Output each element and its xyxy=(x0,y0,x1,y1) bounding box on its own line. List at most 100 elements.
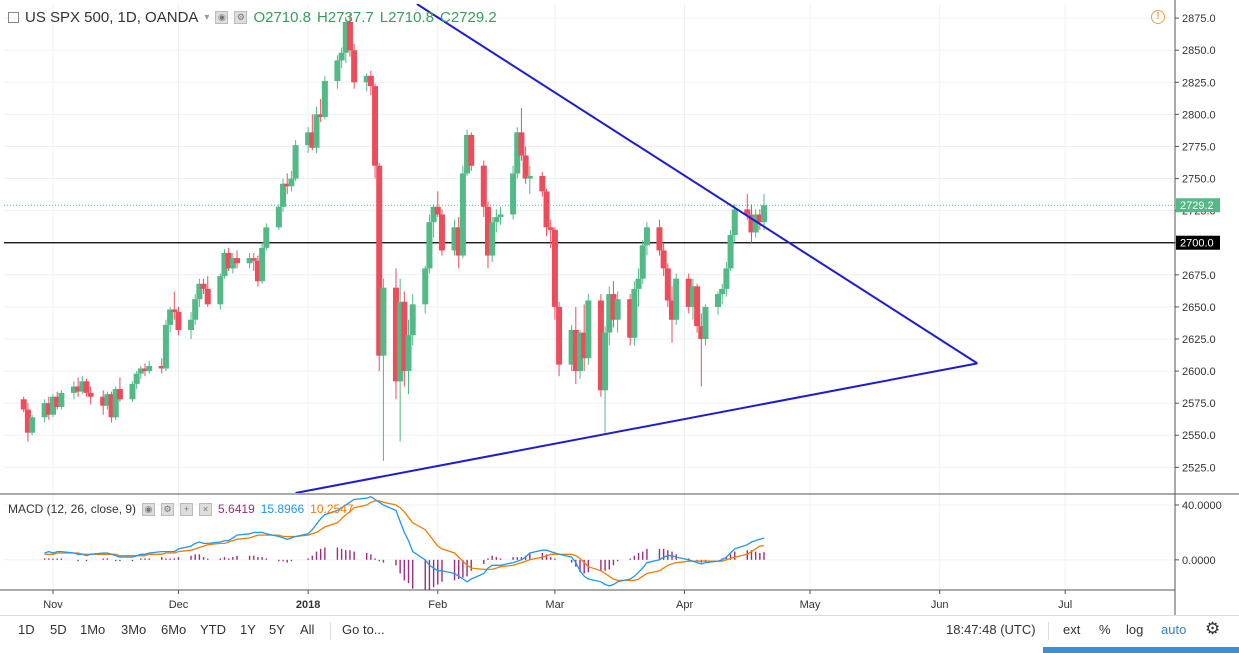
candle xyxy=(727,229,734,271)
macd-tick-label: 0.0000 xyxy=(1182,555,1216,567)
price-tick-label: 2875.0 xyxy=(1182,13,1216,25)
candle xyxy=(75,377,82,397)
candle xyxy=(321,75,328,120)
candle xyxy=(497,206,504,225)
candle xyxy=(526,165,533,194)
goto-button[interactable]: Go to... xyxy=(342,622,385,637)
warning-icon[interactable]: ! xyxy=(1151,10,1165,24)
timeframe-1y[interactable]: 1Y xyxy=(240,622,256,637)
candle xyxy=(401,291,408,387)
candle xyxy=(719,283,726,305)
candle xyxy=(543,188,550,237)
candle xyxy=(405,319,412,395)
settings-icon[interactable]: ⚙ xyxy=(161,502,175,516)
candle xyxy=(627,294,634,346)
candle xyxy=(104,391,111,410)
candle xyxy=(50,394,56,418)
candle xyxy=(188,312,195,339)
collapse-checkbox[interactable] xyxy=(8,12,19,23)
settings-icon[interactable]: ⚙ xyxy=(234,11,248,24)
time-tick-label: Jun xyxy=(931,599,949,611)
percent-toggle[interactable]: % xyxy=(1099,622,1111,637)
candle xyxy=(133,371,140,390)
signal-line xyxy=(44,500,765,582)
candle xyxy=(108,391,115,423)
chart-svg[interactable]: 2525.0 2550.0 2575.0 2600.0 2625.0 2650.0 2675… xyxy=(0,0,1239,615)
candle xyxy=(510,165,517,220)
utc-clock[interactable]: 18:47:48 (UTC) xyxy=(946,622,1036,637)
open-label: O xyxy=(253,9,266,26)
candle xyxy=(146,360,153,374)
candle xyxy=(434,191,441,218)
candle xyxy=(547,219,554,248)
candle xyxy=(669,286,676,343)
candle xyxy=(280,178,287,212)
candle xyxy=(254,255,261,287)
macd-title[interactable]: MACD (12, 26, close, 9) xyxy=(8,502,137,516)
timeframe-all[interactable]: All xyxy=(300,622,315,637)
candle xyxy=(430,204,437,238)
candle xyxy=(376,163,383,372)
candle xyxy=(129,381,136,402)
eye-icon[interactable]: ◉ xyxy=(215,11,229,24)
candle xyxy=(551,227,558,320)
candle xyxy=(87,386,94,405)
candle xyxy=(309,114,316,151)
macd-hist-value: 5.6419 xyxy=(218,502,255,516)
close-icon[interactable]: × xyxy=(199,502,213,516)
macd-signal-value: 10.2547 xyxy=(310,502,354,516)
timeframe-3mo[interactable]: 3Mo xyxy=(121,622,147,637)
candle xyxy=(342,16,349,64)
high-label: H xyxy=(317,9,328,26)
candle xyxy=(112,386,119,420)
high-value: 2737.7 xyxy=(327,9,374,26)
candle xyxy=(58,390,65,410)
candle xyxy=(493,209,500,233)
candle xyxy=(610,281,617,328)
candle xyxy=(468,132,475,171)
trendline-upper[interactable] xyxy=(416,4,978,365)
add-icon[interactable]: + xyxy=(180,502,194,516)
timeframe-ytd[interactable]: YTD xyxy=(200,622,226,637)
candle xyxy=(631,281,638,346)
log-toggle[interactable]: log xyxy=(1126,622,1144,637)
gear-icon[interactable]: ⚙ xyxy=(1205,619,1221,638)
candle xyxy=(275,204,282,230)
candle xyxy=(79,376,86,395)
trendline-lower[interactable] xyxy=(295,362,978,493)
time-tick-label: May xyxy=(800,599,821,611)
candle xyxy=(451,219,458,256)
eye-icon[interactable]: ◉ xyxy=(142,502,156,516)
candle xyxy=(464,129,471,176)
candle xyxy=(305,127,312,153)
timeframe-5y[interactable]: 5Y xyxy=(269,622,285,637)
macd-line xyxy=(44,495,765,587)
close-value: 2729.2 xyxy=(450,9,497,26)
timeframe-1d[interactable]: 1D xyxy=(18,622,35,637)
timeframe-6mo[interactable]: 6Mo xyxy=(161,622,187,637)
candle xyxy=(234,250,241,269)
price-tick-label: 2625.0 xyxy=(1182,334,1216,346)
trendlines[interactable] xyxy=(295,4,978,493)
timeframe-1mo[interactable]: 1Mo xyxy=(80,622,106,637)
candle xyxy=(217,273,224,310)
auto-toggle[interactable]: auto xyxy=(1161,622,1187,637)
candle xyxy=(489,217,496,262)
candle xyxy=(192,294,199,325)
candle xyxy=(313,106,320,153)
chevron-down-icon[interactable]: ▾ xyxy=(204,12,210,23)
low-label: L xyxy=(379,9,389,26)
candle xyxy=(263,223,270,251)
candle xyxy=(229,252,236,274)
candle xyxy=(137,365,144,379)
price-tick-label: 2600.0 xyxy=(1182,366,1216,378)
candle xyxy=(246,252,253,269)
candle xyxy=(45,396,52,420)
ext-toggle[interactable]: ext xyxy=(1063,622,1081,637)
time-tick-label: Feb xyxy=(428,599,447,611)
candle xyxy=(259,242,266,284)
candle xyxy=(656,219,663,256)
timeframe-5d[interactable]: 5D xyxy=(50,622,67,637)
candle xyxy=(200,278,207,295)
symbol-title[interactable]: US SPX 500, 1D, OANDA xyxy=(25,9,199,26)
